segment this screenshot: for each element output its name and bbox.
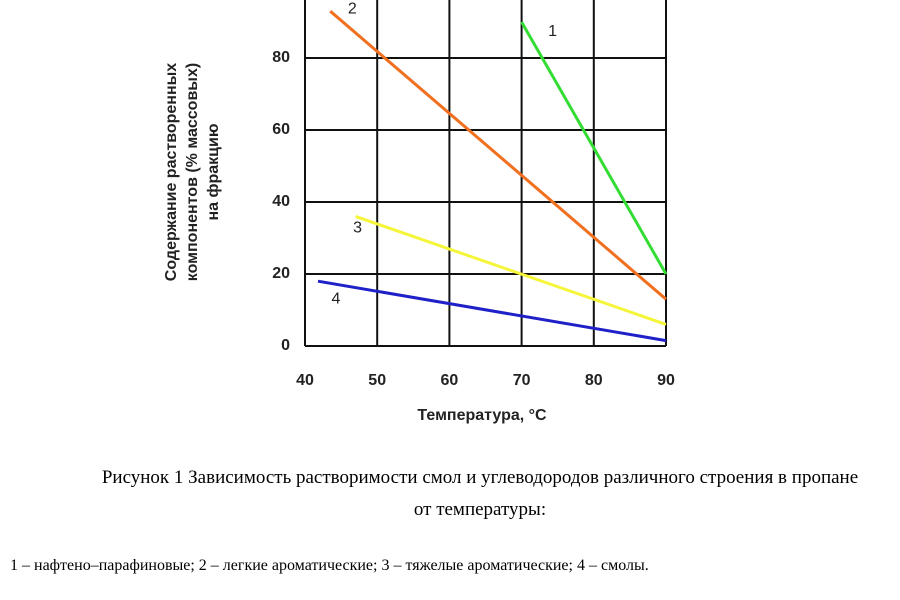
series-label: 2 [348,0,357,17]
series-line [329,10,667,301]
x-axis-label: Температура, °C [417,407,547,424]
series-line [355,214,667,326]
x-tick-label: 40 [296,372,314,389]
series-line [317,279,667,343]
x-tick-label: 50 [368,372,386,389]
y-axis-label: на фракцию [205,123,222,220]
figure-caption: Рисунок 1 Зависимость растворимости смол… [101,467,859,520]
series-label: 3 [353,220,362,237]
x-tick-label: 70 [513,372,531,389]
y-axis-label: Содержание растворенных [163,63,180,281]
series-label: 1 [548,23,557,40]
y-tick-label: 40 [272,193,290,210]
y-axis-label: компонентов (% массовых) [184,63,201,281]
y-tick-label: 20 [272,265,290,282]
chart: Температура, °C Содержание растворенных к… [163,0,675,424]
x-tick-label: 60 [441,372,459,389]
y-tick-label: 80 [272,49,290,66]
series-label: 4 [332,290,341,307]
series-line [520,21,668,275]
y-tick-label: 0 [281,337,290,354]
legend-note: 1 – нафтено–парафиновые; 2 – легкие аром… [10,557,649,574]
x-tick-label: 90 [657,372,675,389]
x-tick-label: 80 [585,372,603,389]
y-tick-label: 60 [272,121,290,138]
